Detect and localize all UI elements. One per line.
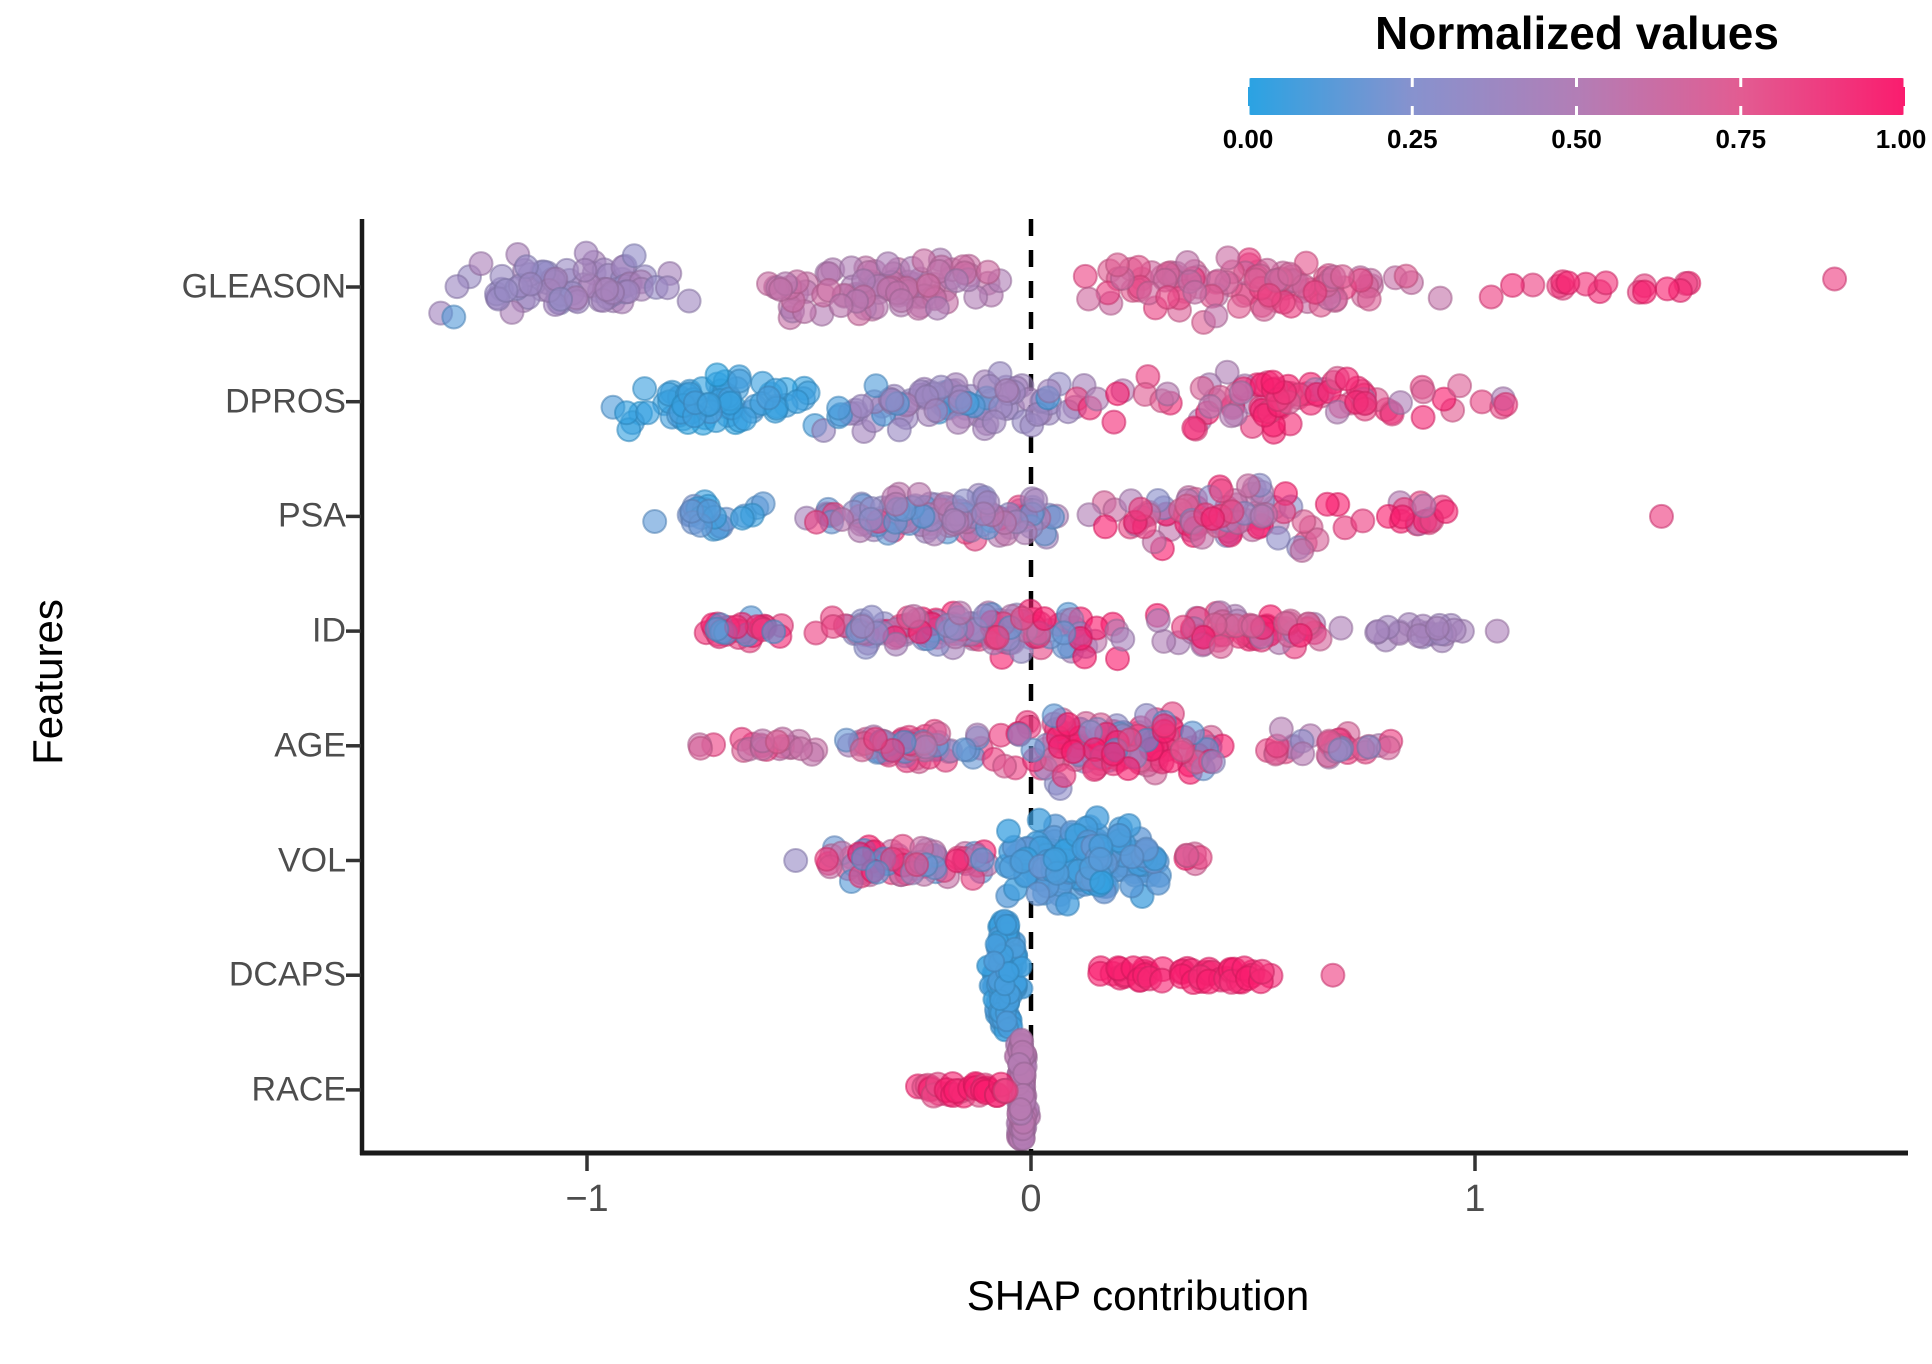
legend-gradient-bar [1248, 78, 1905, 115]
points-PSA [642, 472, 1674, 563]
legend-tick-label-0.25: 0.25 [1386, 124, 1438, 154]
legend-tick-label-0.75: 0.75 [1715, 124, 1767, 154]
x-axis-title: SHAP contribution [966, 1272, 1310, 1319]
feature-label-VOL: VOL [277, 841, 346, 879]
x-tick-label-0: 0 [1020, 1178, 1042, 1220]
legend-tick-label-0.00: 0.00 [1222, 124, 1274, 154]
points-VOL [783, 805, 1213, 917]
x-tick-label-1: 1 [1464, 1178, 1486, 1220]
legend-tick-label-1.00: 1.00 [1875, 124, 1927, 154]
feature-label-DPROS: DPROS [225, 382, 346, 421]
legend-title: Normalized values [1375, 7, 1779, 59]
legend-tick-label-0.50: 0.50 [1551, 124, 1602, 154]
points-DPROS [600, 359, 1519, 445]
points-DCAPS [976, 908, 1346, 1043]
points-GLEASON [428, 240, 1848, 335]
feature-label-DCAPS: DCAPS [228, 955, 346, 994]
feature-label-PSA: PSA [277, 496, 346, 535]
points-RACE [905, 1027, 1042, 1152]
points-AGE [687, 701, 1404, 801]
points-ID [693, 598, 1510, 672]
x-tick-label--1: −1 [565, 1178, 609, 1220]
feature-label-ID: ID [312, 611, 346, 650]
feature-label-AGE: AGE [274, 726, 346, 765]
feature-label-RACE: RACE [251, 1070, 346, 1109]
feature-label-GLEASON: GLEASON [181, 267, 346, 306]
